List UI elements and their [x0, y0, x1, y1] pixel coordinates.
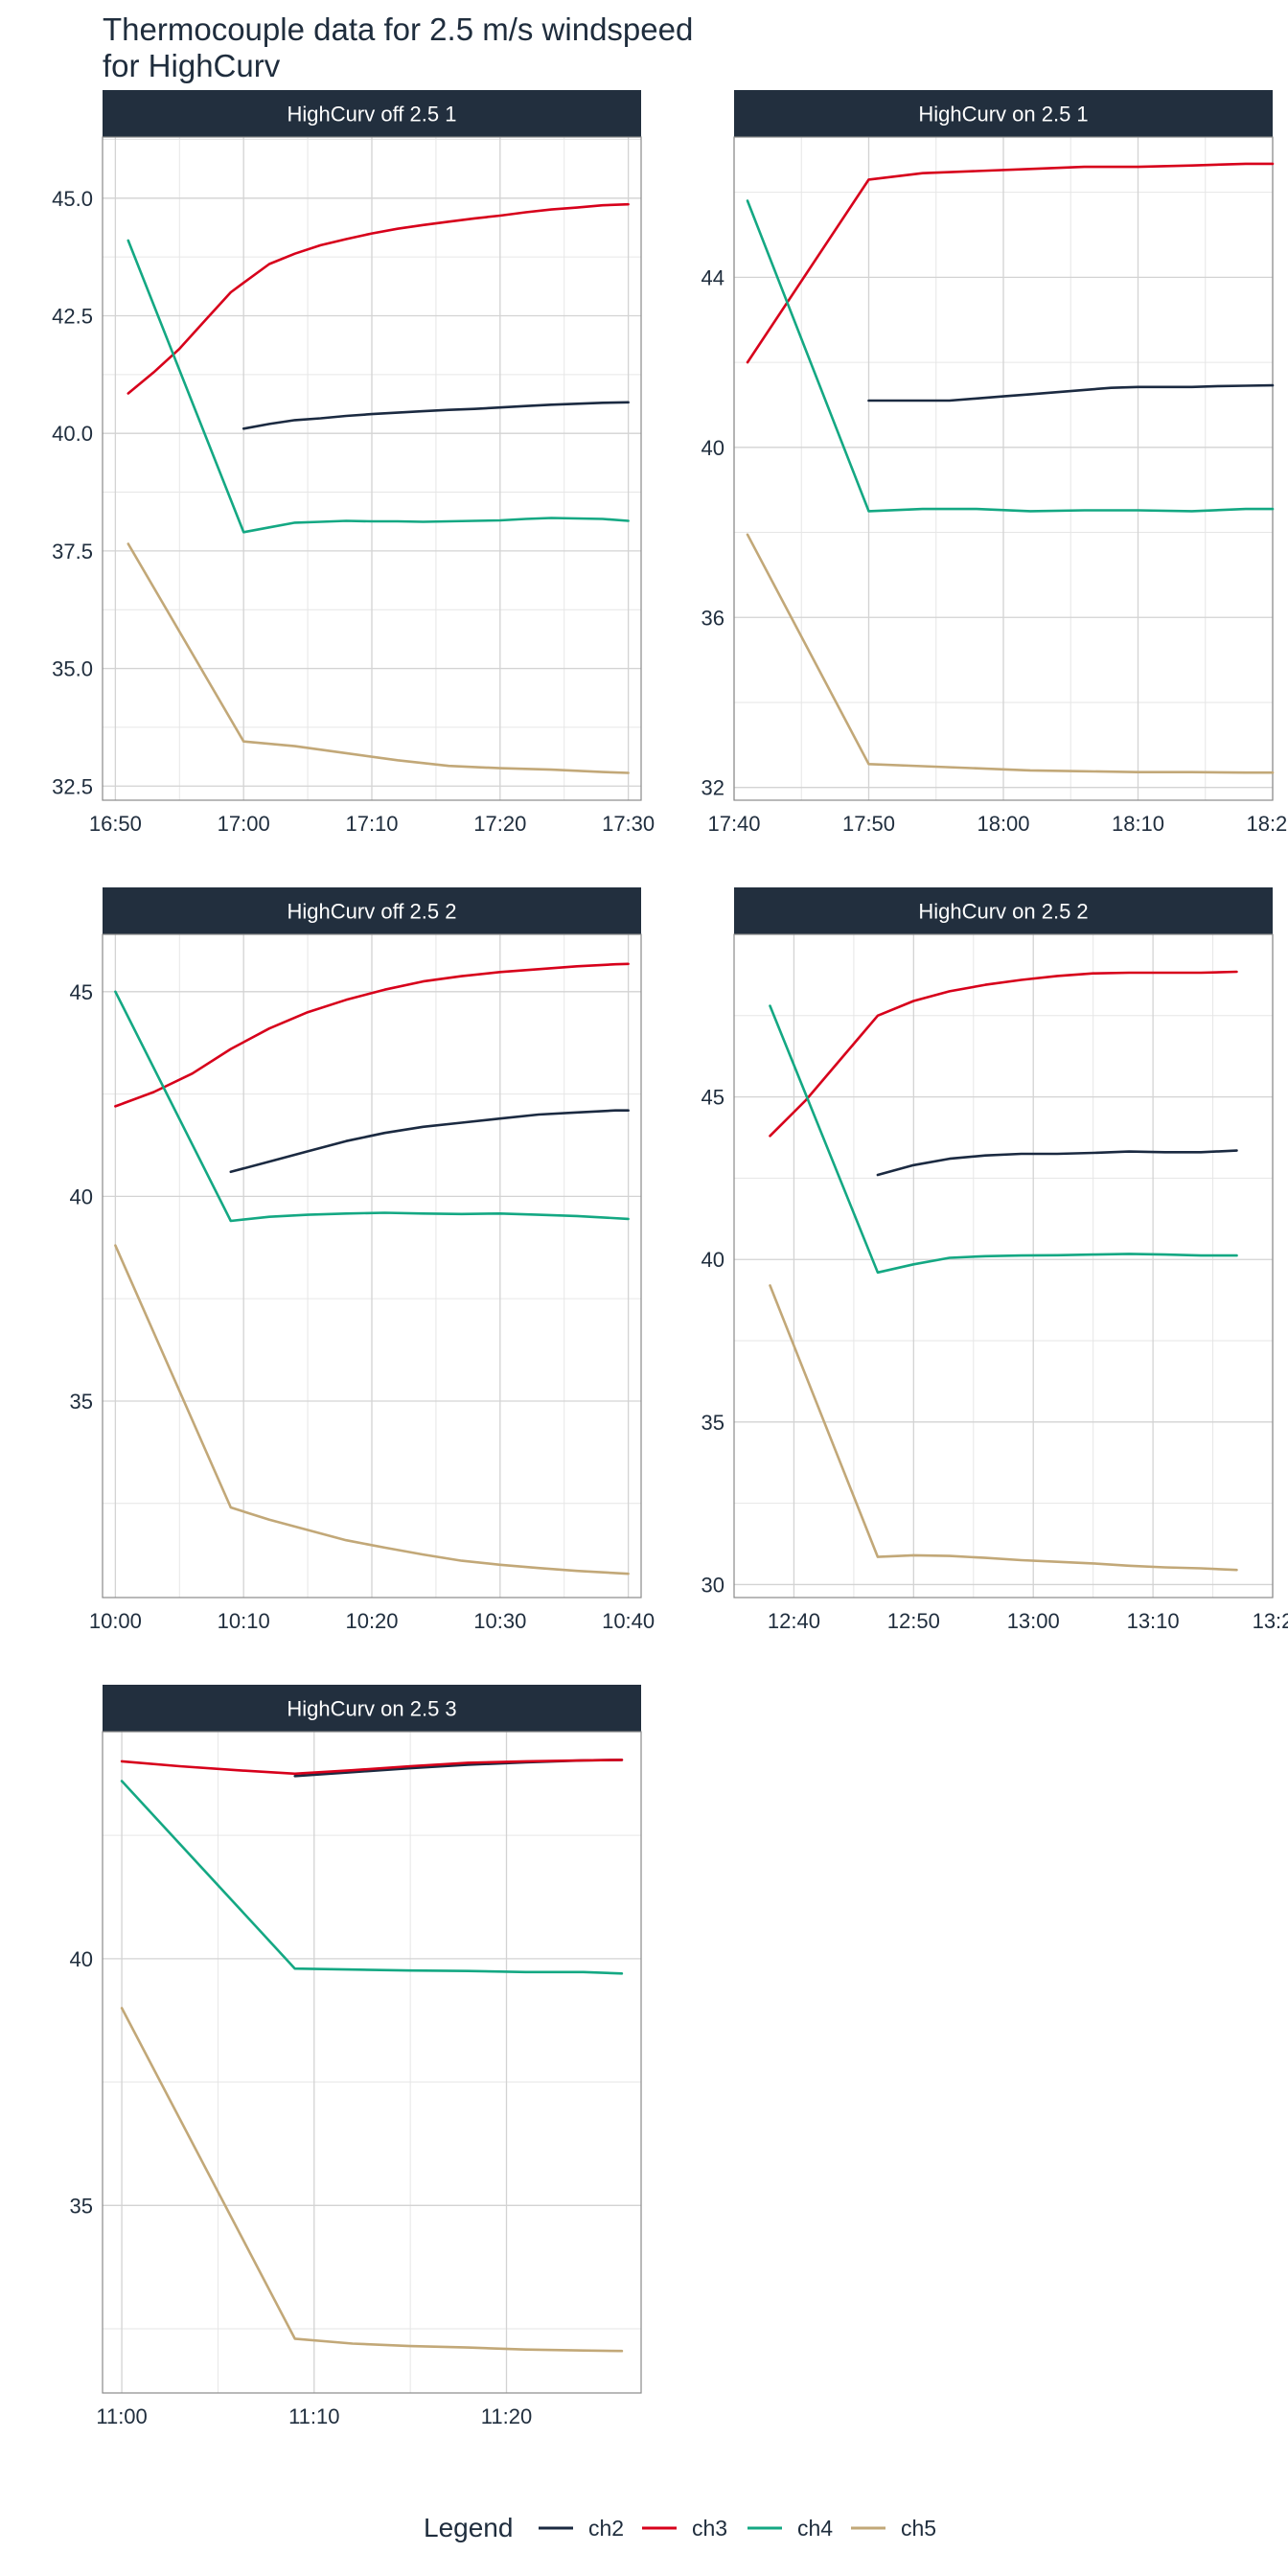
x-tick-label: 17:40 [707, 812, 760, 836]
series-line-ch2 [231, 1111, 629, 1172]
x-tick-label: 12:50 [887, 1609, 940, 1633]
series-line-ch5 [122, 2008, 622, 2351]
facet-strip-label: HighCurv on 2.5 1 [918, 103, 1088, 126]
series-line-ch4 [128, 241, 629, 532]
x-tick-label: 16:50 [89, 812, 142, 836]
x-tick-label: 18:20 [1246, 812, 1288, 836]
series-line-ch5 [770, 1285, 1237, 1570]
y-tick-label: 35 [702, 1411, 724, 1435]
y-tick-label: 40 [70, 1947, 93, 1971]
x-tick-label: 10:00 [89, 1609, 142, 1633]
y-tick-label: 40.0 [52, 422, 93, 446]
facet-panel: HighCurv off 2.5 1 16:50 17:00 17:10 17:20 17… [52, 90, 655, 836]
series-line-ch3 [770, 972, 1237, 1136]
legend-label-ch4: ch4 [797, 2516, 833, 2541]
x-tick-label: 10:30 [473, 1609, 526, 1633]
panel-border [103, 1732, 641, 2393]
y-tick-label: 37.5 [52, 540, 93, 564]
x-tick-label: 13:2 [1253, 1609, 1288, 1633]
legend: Legend ch2 ch3 ch4 ch5 [424, 2513, 936, 2542]
x-tick-label: 17:20 [473, 812, 526, 836]
y-tick-label: 32.5 [52, 774, 93, 798]
x-tick-label: 11:10 [288, 2404, 339, 2428]
series-line-ch2 [878, 1151, 1237, 1175]
series-line-ch3 [128, 204, 629, 393]
y-tick-label: 45.0 [52, 187, 93, 211]
y-tick-label: 35.0 [52, 657, 93, 681]
x-tick-label: 17:30 [602, 812, 655, 836]
series-line-ch3 [748, 164, 1273, 362]
facet-strip-label: HighCurv off 2.5 1 [288, 103, 457, 126]
facet-panel: HighCurv off 2.5 2 10:00 10:10 10:20 10:30 10… [70, 887, 656, 1633]
x-tick-label: 12:40 [768, 1609, 820, 1633]
x-tick-label: 18:10 [1112, 812, 1164, 836]
y-tick-label: 32 [702, 776, 724, 800]
facet-strip-label: HighCurv on 2.5 2 [918, 900, 1088, 924]
y-tick-label: 40 [702, 1248, 724, 1272]
series-line-ch5 [128, 544, 629, 773]
y-tick-label: 44 [702, 265, 724, 289]
panel-border [734, 934, 1273, 1598]
facet-strip-label: HighCurv off 2.5 2 [288, 900, 457, 924]
y-tick-label: 45 [702, 1086, 724, 1110]
series-line-ch5 [748, 535, 1273, 772]
y-tick-label: 36 [702, 606, 724, 630]
legend-label-ch5: ch5 [901, 2516, 936, 2541]
y-tick-label: 35 [70, 2194, 93, 2218]
x-tick-label: 10:20 [345, 1609, 398, 1633]
x-tick-label: 13:00 [1007, 1609, 1060, 1633]
legend-label-ch3: ch3 [692, 2516, 727, 2541]
x-tick-label: 17:50 [842, 812, 895, 836]
facet-strip-label: HighCurv on 2.5 3 [287, 1697, 456, 1721]
x-tick-label: 10:40 [602, 1609, 655, 1633]
series-line-ch4 [122, 1782, 622, 1974]
x-tick-label: 10:10 [218, 1609, 270, 1633]
x-tick-label: 13:10 [1127, 1609, 1180, 1633]
legend-title: Legend [424, 2513, 513, 2542]
y-tick-label: 30 [702, 1573, 724, 1597]
x-tick-label: 17:00 [218, 812, 270, 836]
y-tick-label: 40 [702, 436, 724, 460]
x-tick-label: 11:00 [96, 2404, 147, 2428]
facet-panel: HighCurv on 2.5 1 17:40 17:50 18:00 18:10 18:… [702, 90, 1288, 836]
facet-panel: HighCurv on 2.5 3 11:00 11:10 11:20 35 40 [70, 1685, 641, 2428]
legend-label-ch2: ch2 [588, 2516, 624, 2541]
y-tick-label: 45 [70, 980, 93, 1004]
x-tick-label: 17:10 [345, 812, 398, 836]
x-tick-label: 18:00 [977, 812, 1029, 836]
facet-panel: HighCurv on 2.5 2 12:40 12:50 13:00 13:10 13:… [702, 887, 1288, 1633]
y-tick-label: 40 [70, 1184, 93, 1208]
x-tick-label: 11:20 [481, 2404, 532, 2428]
series-line-ch4 [770, 1006, 1237, 1273]
series-line-ch4 [748, 201, 1273, 512]
y-tick-label: 42.5 [52, 304, 93, 328]
y-tick-label: 35 [70, 1390, 93, 1414]
